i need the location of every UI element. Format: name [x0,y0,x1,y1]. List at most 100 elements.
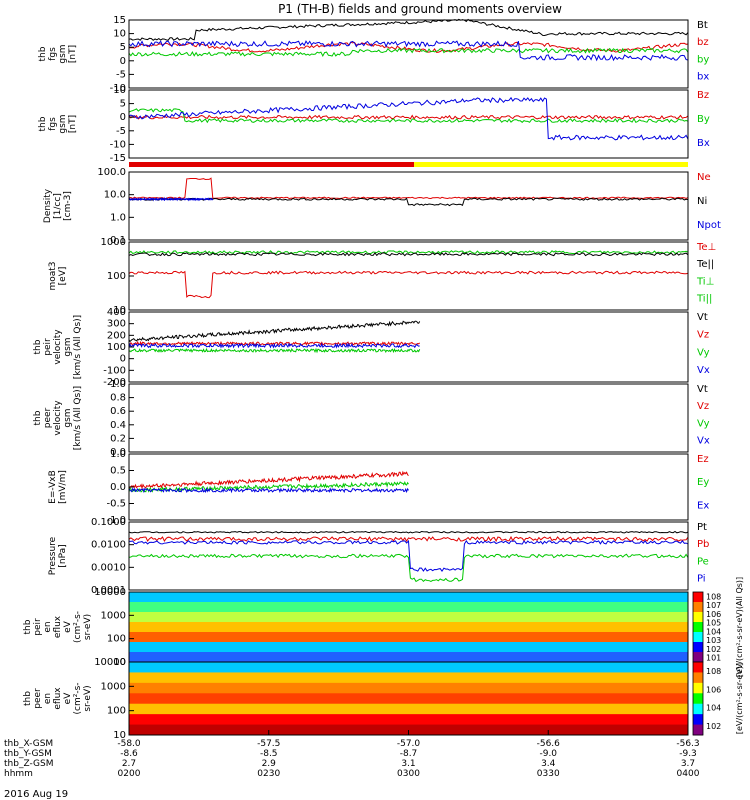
colorbar-segment [693,672,703,684]
legend-entry: Te|| [696,259,714,270]
colorbar-tick-label: 107 [706,601,721,610]
panel-8: 0.0001 0.0010 0.0100 0.1000 Pressure [nPa] Pt P… [48,517,709,596]
time-axis-value: -8.5 [260,749,278,759]
mode-bar-yellow [414,162,688,167]
spectrogram-band [129,592,688,603]
y-tick-label: -5 [116,69,126,80]
legend-entry: Vy [697,347,710,358]
y-tick-label: -200 [103,377,126,388]
y-axis-label: [km/s (All Qs)] [73,386,83,450]
series-line-blue [128,96,689,141]
y-axis-label: Density [43,188,53,223]
legend-entry: Ni [697,196,707,207]
series-line-black [128,530,689,534]
y-tick-label: -1.0 [106,515,126,526]
y-axis-label: E=-VxB [48,470,58,504]
y-axis-label: thb [23,619,33,634]
y-tick-label: 0.5 [110,466,126,477]
colorbar-tick-label: 102 [706,645,721,654]
series-line-green [128,250,689,255]
legend-entry: Vy [697,418,710,429]
y-axis-label: peir [43,338,53,356]
y-tick-label: 1.0 [110,212,126,223]
colorbar-segment [693,652,703,663]
y-axis-label: velocity [53,400,63,436]
time-axis-row-label: thb_X-GSM [4,739,53,749]
panel-frame [128,521,689,591]
time-axis-value: 0400 [677,769,700,779]
y-tick-label: 0.1 [110,235,126,246]
y-tick-label: 15 [113,15,126,26]
y-axis-label: Pressure [48,536,58,575]
colorbar-segment [693,724,703,736]
time-axis-value: 0200 [118,769,141,779]
series-line-red [128,41,689,53]
y-tick-label: 10 [113,85,126,96]
y-tick-label: 100 [107,634,126,645]
time-axis-value: 3.4 [541,759,556,769]
colorbar-tick-label: 106 [706,610,721,619]
panel-6: 0.0 0.2 0.4 0.6 0.8 1.0 thb peer velocity gsm [km/… [33,379,710,458]
spectrogram-band [129,714,688,726]
colorbar-segment [693,662,703,673]
legend-entry: Ne [697,172,711,183]
time-axis-value: -57.5 [257,739,280,749]
date-label: 2016 Aug 19 [4,789,68,800]
spectrogram-band [129,602,688,613]
legend-entry: Bx [697,138,710,149]
y-tick-label: 400 [107,307,126,318]
panel-7: -1.0 -0.5 0.0 0.5 1.0 E=-VxB [mV/m] Ez Ey Ex [48,449,709,526]
time-axis-value: 0300 [397,769,420,779]
y-tick-label: 5 [120,42,126,53]
y-axis-label: [nPa] [58,544,68,567]
legend-entry: By [697,114,710,125]
y-tick-label: 1.0 [110,379,126,390]
spectrogram-band [129,693,688,705]
colorbar-segment [693,612,703,623]
figure-title: P1 (TH-B) fields and ground moments over… [278,2,562,16]
panel-1: -10 -5 0 5 10 15 thb fgs gsm [nT] Bt bz by bx [38,15,709,94]
y-axis-label: gsm [63,408,73,427]
spectrogram-band [129,652,688,663]
series-line-green [128,347,421,354]
colorbar-tick-label: 103 [706,636,721,645]
y-tick-label: 0 [120,112,126,123]
y-tick-label: 10000 [94,587,126,598]
series-line-blue [128,487,409,494]
y-tick-label: 0.0001 [91,585,126,596]
y-tick-label: 0.8 [110,393,126,404]
spectrogram-band [129,632,688,643]
y-axis-label: eflux [53,687,63,710]
time-axis-value: 3.1 [401,759,415,769]
time-axis-value: 0330 [537,769,560,779]
y-axis-label: moat3 [48,261,58,290]
colorbar-segment [693,592,703,603]
panel-3: 0.1 1.0 10.0 100.0 Density [1/cc] [cm-3] Ne Ni Np… [43,167,721,246]
y-axis-label: [1/cc] [53,193,63,219]
legend-entry: Vz [697,401,709,412]
series-line-red [128,270,689,299]
time-axis-value: 2.9 [262,759,277,769]
colorbar-segment [693,622,703,633]
legend-entry: Bz [697,90,709,101]
panel-frame [128,89,689,159]
y-tick-label: 10.0 [104,190,126,201]
colorbar-segment [693,632,703,643]
time-axis-value: -56.6 [537,739,561,749]
series-line-red [128,535,689,543]
y-axis-label: gsm [58,114,68,133]
y-tick-label: -5 [116,126,126,137]
panel-2: -15 -10 -5 0 5 10 thb fgs gsm [nT] Bz By Bx [38,85,710,164]
y-axis-label: velocity [53,329,63,365]
y-tick-label: 10 [113,29,126,40]
y-tick-label: 200 [107,330,126,341]
y-tick-label: 1000 [101,237,126,248]
y-tick-label: 10000 [94,657,126,668]
y-tick-label: -0.5 [106,499,126,510]
mode-bar-red [129,162,415,167]
y-axis-label: eflux [53,615,63,638]
panel-frame [128,453,689,521]
